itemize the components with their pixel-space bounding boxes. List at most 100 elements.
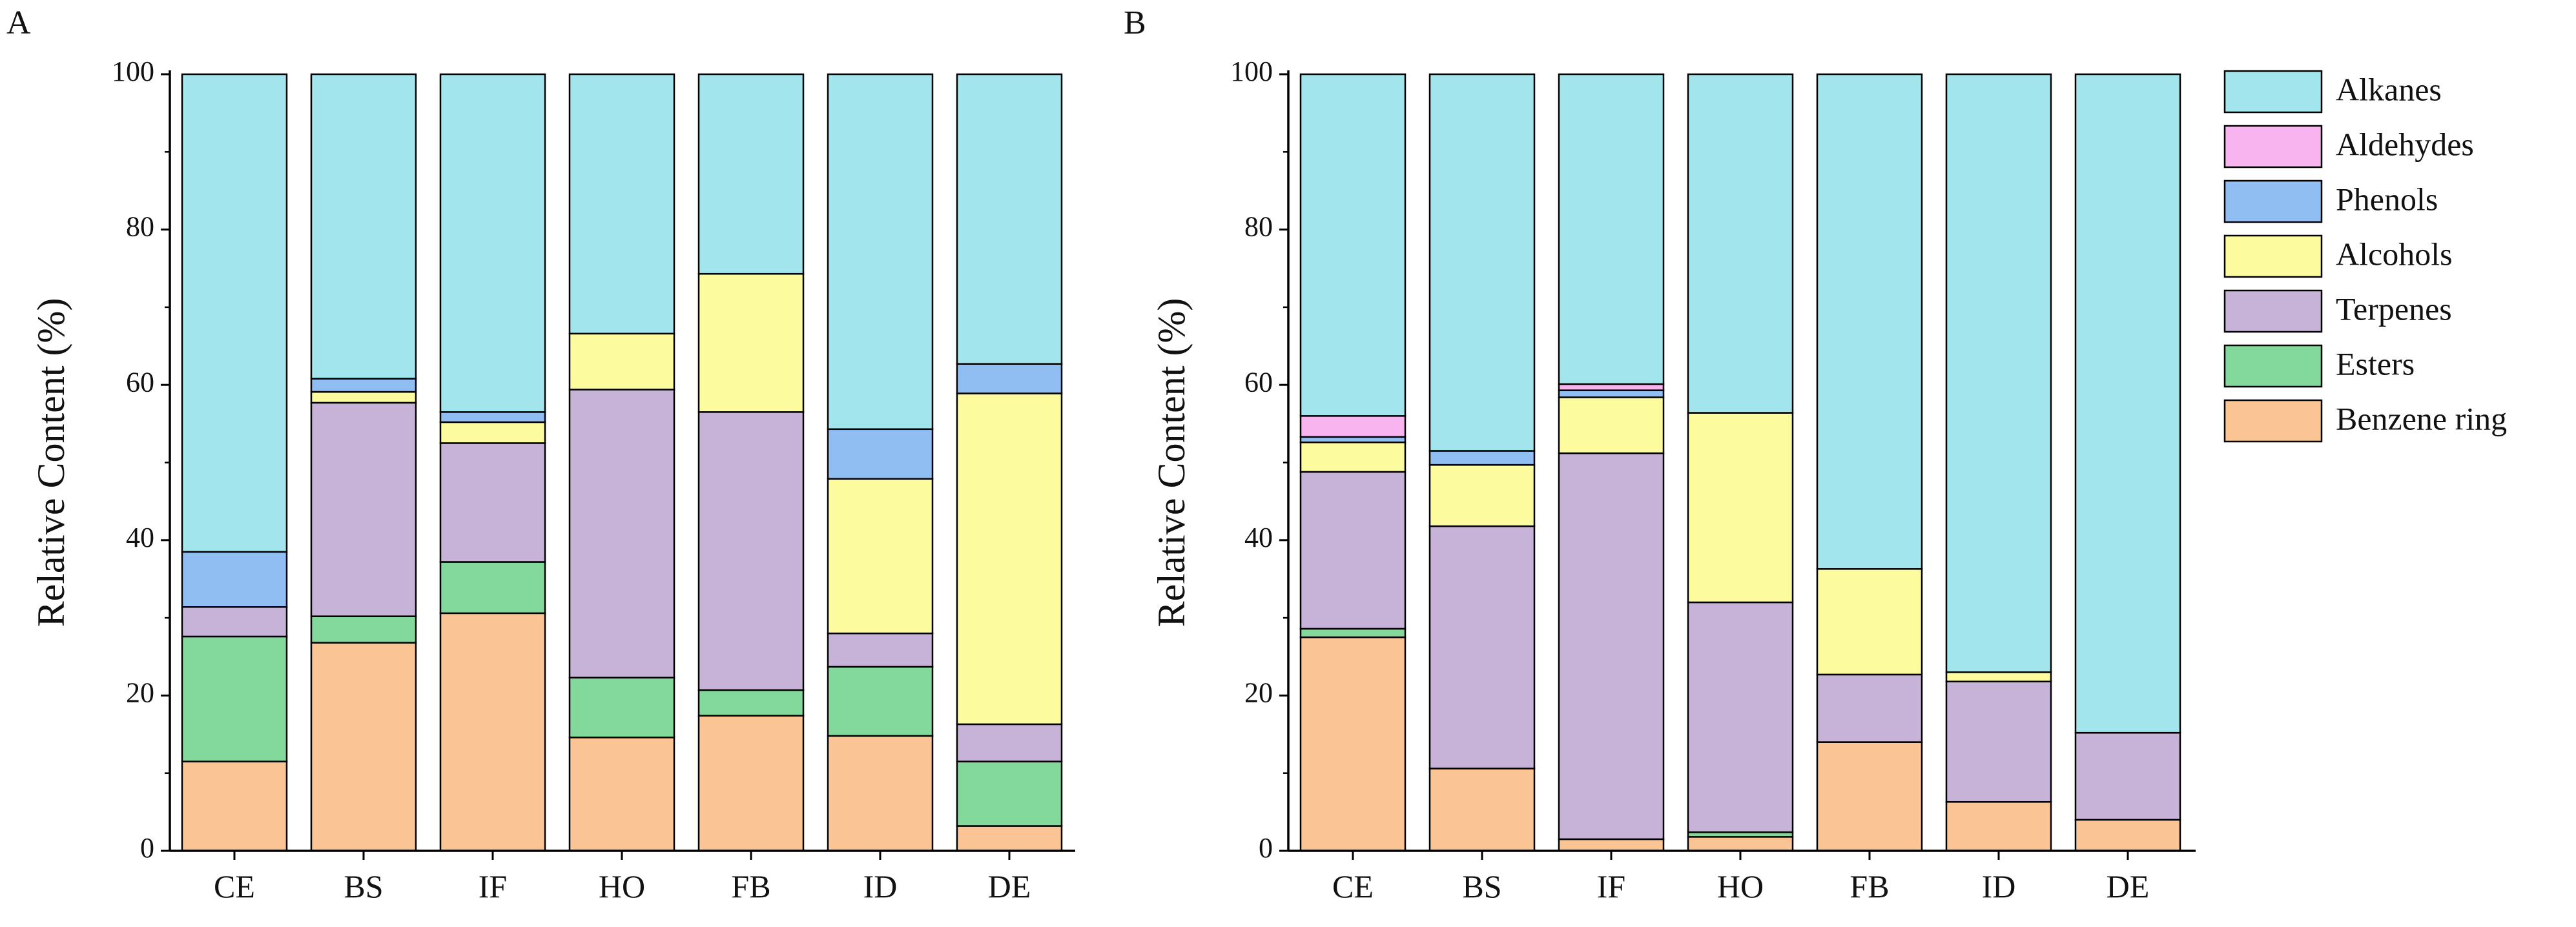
y-tick-label: 100 [1230, 56, 1273, 87]
bar-segment-bs-alkanes [1428, 73, 1536, 452]
bar-segment-de-esters [956, 760, 1063, 827]
bar-segment-ce-terpenes [1299, 471, 1406, 630]
x-tick-label-id: ID [1982, 868, 2016, 904]
y-tick-label: 40 [1244, 522, 1273, 553]
y-tick-label: 100 [112, 56, 154, 87]
y-tick-label: 80 [1244, 211, 1273, 243]
bar-segment-if-alkanes [1558, 73, 1665, 385]
bar-segment-bs-alkanes [310, 73, 417, 380]
x-tick-label-ce: CE [1332, 868, 1374, 904]
bar-segment-ho-esters [568, 677, 675, 739]
legend-label-phenols: Phenols [2336, 181, 2438, 217]
bar-segment-bs-benzene-ring [310, 642, 417, 852]
bar-segment-if-terpenes [1558, 452, 1665, 840]
bar-segment-bs-alcohols [1428, 464, 1536, 527]
bar-segment-fb-terpenes [1816, 673, 1923, 743]
bar-segment-de-terpenes [2074, 731, 2181, 821]
bar-segment-id-alcohols [827, 478, 934, 635]
bar-segment-bs-terpenes [1428, 525, 1536, 769]
bar-segment-ce-esters [181, 635, 288, 762]
bar-segment-de-terpenes [956, 723, 1063, 762]
legend: Alkanes Aldehydes Phenols Alcohols Terpenes E… [2223, 70, 2507, 443]
y-axis-title: Relative Content (%) [30, 298, 72, 627]
y-tick-label: 0 [140, 832, 154, 864]
panel-letter: B [1124, 5, 1146, 41]
bar-segment-ho-alcohols [568, 332, 675, 391]
bar-segment-fb-terpenes [697, 411, 805, 691]
x-tick-label-fb: FB [1850, 868, 1889, 904]
bar-segment-if-terpenes [439, 442, 546, 563]
bar-segment-fb-esters [697, 689, 805, 717]
bar-segment-bs-terpenes [310, 402, 417, 617]
legend-label-alcohols: Alcohols [2336, 236, 2453, 272]
bar-segment-ho-alkanes [1687, 73, 1794, 414]
bar-segment-ho-alkanes [568, 73, 675, 335]
x-tick-label-ho: HO [1717, 868, 1764, 904]
legend-label-aldehydes: Aldehydes [2336, 126, 2474, 162]
bar-segment-ho-terpenes [568, 389, 675, 678]
bar-segment-fb-benzene-ring [1816, 741, 1923, 852]
bar-segment-de-alkanes [2074, 73, 2181, 734]
legend-label-benzene-ring: Benzene ring [2336, 400, 2507, 436]
bar-segment-de-benzene-ring [2074, 819, 2181, 852]
bar-segment-id-phenols [827, 428, 934, 480]
bar-segment-ce-phenols [181, 551, 288, 608]
bar-segment-ce-alkanes [1299, 73, 1406, 417]
bar-segment-fb-benzene-ring [697, 715, 805, 852]
bar-segment-bs-phenols [310, 378, 417, 393]
y-tick-label: 40 [126, 522, 154, 553]
bar-segment-if-phenols [439, 411, 546, 423]
bar-segment-id-alkanes [827, 73, 934, 431]
bar-segment-if-benzene-ring [439, 612, 546, 852]
bar-segment-ho-terpenes [1687, 601, 1794, 833]
x-tick-label-if: IF [1597, 868, 1625, 904]
bar-segment-ce-benzene-ring [181, 760, 288, 852]
x-tick-label-if: IF [479, 868, 507, 904]
legend-swatch-esters [2223, 344, 2323, 388]
bar-segment-ce-phenols [1299, 436, 1406, 443]
panel-letter: A [6, 5, 31, 41]
bar-segment-fb-alkanes [697, 73, 805, 275]
bar-segment-ho-benzene-ring [1687, 836, 1794, 852]
bar-segment-if-alcohols [439, 421, 546, 444]
bar-segment-ce-alcohols [1299, 441, 1406, 473]
x-tick-label-bs: BS [1462, 868, 1501, 904]
bar-segment-bs-phenols [1428, 450, 1536, 466]
y-tick-label: 20 [126, 677, 154, 708]
legend-swatch-phenols [2223, 179, 2323, 223]
bar-segment-ce-alkanes [181, 73, 288, 553]
bar-segment-de-phenols [956, 363, 1063, 394]
x-tick-label-ho: HO [599, 868, 645, 904]
bar-segment-id-terpenes [827, 632, 934, 668]
chart-panel-b: B CE BS IF HO FB ID DE 0 20 40 60 80 100 Relative Cont… [1124, 5, 2196, 904]
legend-swatch-alcohols [2223, 234, 2323, 278]
bar-segment-id-esters [827, 666, 934, 737]
bar-segment-ce-terpenes [181, 606, 288, 638]
legend-label-terpenes: Terpenes [2336, 290, 2452, 327]
legend-swatch-alkanes [2223, 70, 2323, 114]
x-tick-label-bs: BS [344, 868, 383, 904]
x-tick-label-id: ID [863, 868, 898, 904]
bar-segment-de-benzene-ring [956, 825, 1063, 852]
bar-segment-fb-alkanes [1816, 73, 1923, 570]
y-tick-label: 80 [126, 211, 154, 243]
bar-segment-bs-alcohols [310, 391, 417, 404]
bar-segment-if-aldehydes [1558, 383, 1665, 391]
bar-segment-de-alkanes [956, 73, 1063, 365]
bar-segment-id-alkanes [1945, 73, 2052, 673]
bar-segment-id-benzene-ring [1945, 800, 2052, 852]
legend-swatch-terpenes [2223, 289, 2323, 333]
x-tick-label-de: DE [988, 868, 1031, 904]
bar-segment-ce-esters [1299, 627, 1406, 638]
bar-segment-bs-esters [310, 615, 417, 644]
bar-segment-fb-alcohols [1816, 568, 1923, 676]
bar-segment-id-benzene-ring [827, 735, 934, 852]
x-tick-label-de: DE [2107, 868, 2150, 904]
bar-segment-ce-benzene-ring [1299, 636, 1406, 852]
y-tick-label: 0 [1259, 832, 1273, 864]
bar-segment-ho-benzene-ring [568, 737, 675, 852]
y-tick-label: 60 [126, 366, 154, 398]
chart-panel-a: A CE BS IF HO FB ID DE 0 20 40 60 80 100 Relative Cont… [6, 5, 1075, 904]
bar-segment-id-terpenes [1945, 680, 2052, 803]
